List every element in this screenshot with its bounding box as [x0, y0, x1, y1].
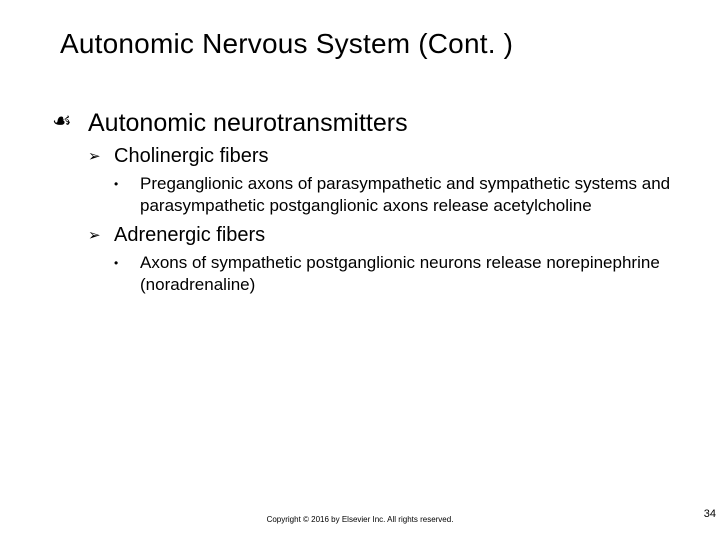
bullet-text-l2: Cholinergic fibers [114, 144, 269, 169]
bullet-glyph-l3: • [114, 252, 140, 272]
bullet-glyph-l2: ➢ [88, 144, 114, 167]
bullet-glyph-l1: ☙ [52, 108, 88, 134]
copyright-footer: Copyright © 2016 by Elsevier Inc. All ri… [0, 515, 720, 524]
bullet-glyph-l2: ➢ [88, 223, 114, 246]
bullet-text-l2: Adrenergic fibers [114, 223, 265, 248]
bullet-glyph-l3: • [114, 173, 140, 193]
bullet-level2: ➢ Adrenergic fibers [88, 223, 680, 248]
bullet-level3: • Preganglionic axons of parasympathetic… [114, 173, 680, 217]
slide-title: Autonomic Nervous System (Cont. ) [0, 0, 720, 60]
bullet-text-l3: Axons of sympathetic postganglionic neur… [140, 252, 680, 296]
bullet-level3: • Axons of sympathetic postganglionic ne… [114, 252, 680, 296]
bullet-level2: ➢ Cholinergic fibers [88, 144, 680, 169]
slide-content: ☙ Autonomic neurotransmitters ➢ Choliner… [0, 60, 720, 296]
page-number: 34 [704, 508, 716, 520]
bullet-text-l1: Autonomic neurotransmitters [88, 108, 408, 138]
bullet-text-l3: Preganglionic axons of parasympathetic a… [140, 173, 680, 217]
bullet-level1: ☙ Autonomic neurotransmitters [52, 108, 680, 138]
